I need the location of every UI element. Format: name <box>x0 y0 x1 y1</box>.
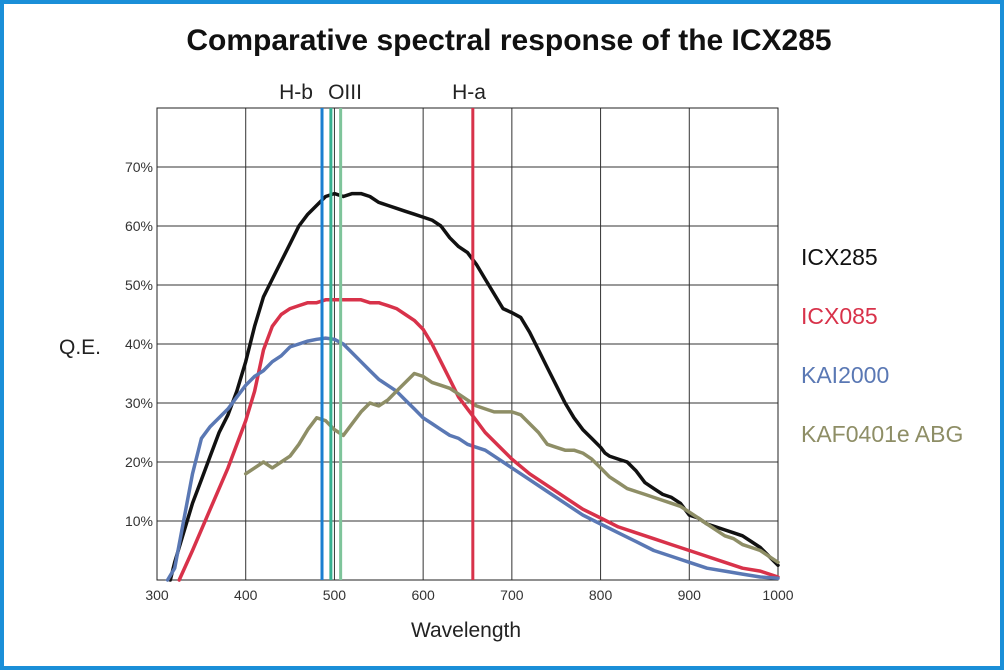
chart-title: Comparative spectral response of the ICX… <box>186 24 831 57</box>
legend-entry-kaf0401e-abg: KAF0401e ABG <box>801 421 963 447</box>
y-tick-label: 50% <box>125 277 153 293</box>
y-tick-label: 20% <box>125 454 153 470</box>
series-line-icx285 <box>168 191 780 582</box>
y-axis-ticks: 10% 20% 30% 40% 50% 60% 70% <box>125 159 153 529</box>
series-lines <box>165 191 780 582</box>
plot-area <box>156 107 779 581</box>
x-tick-label: 400 <box>234 587 258 603</box>
x-tick-label: 500 <box>323 587 347 603</box>
series-line-kai2000 <box>165 336 780 582</box>
series-line-icx085 <box>177 298 780 582</box>
plot-grid <box>157 108 778 580</box>
legend-entry-icx285: ICX285 <box>801 244 878 270</box>
x-axis-label: Wavelength <box>411 619 521 642</box>
y-axis-label: Q.E. <box>59 336 101 359</box>
legend-entry-icx085: ICX085 <box>801 303 878 329</box>
vline-label-h-a: H-a <box>452 81 486 104</box>
y-tick-label: 60% <box>125 218 153 234</box>
y-tick-label: 30% <box>125 395 153 411</box>
x-tick-label: 300 <box>145 587 169 603</box>
x-tick-label: 600 <box>411 587 435 603</box>
series-line-kaf0401e-abg <box>243 371 780 565</box>
x-tick-label: 800 <box>589 587 613 603</box>
legend: ICX285 ICX085 KAI2000 KAF0401e ABG <box>801 244 963 447</box>
emission-lines: H-b OIII H-a <box>279 81 486 580</box>
x-tick-label: 900 <box>678 587 702 603</box>
vline-label-oiii-1: OIII <box>328 81 362 104</box>
legend-entry-kai2000: KAI2000 <box>801 362 889 388</box>
x-tick-label: 700 <box>500 587 524 603</box>
y-tick-label: 40% <box>125 336 153 352</box>
y-tick-label: 70% <box>125 159 153 175</box>
x-tick-label: 1000 <box>762 587 793 603</box>
y-tick-label: 10% <box>125 513 153 529</box>
x-axis-ticks: 300 400 500 600 700 800 900 1000 <box>145 587 793 603</box>
vline-label-h-b: H-b <box>279 81 313 104</box>
